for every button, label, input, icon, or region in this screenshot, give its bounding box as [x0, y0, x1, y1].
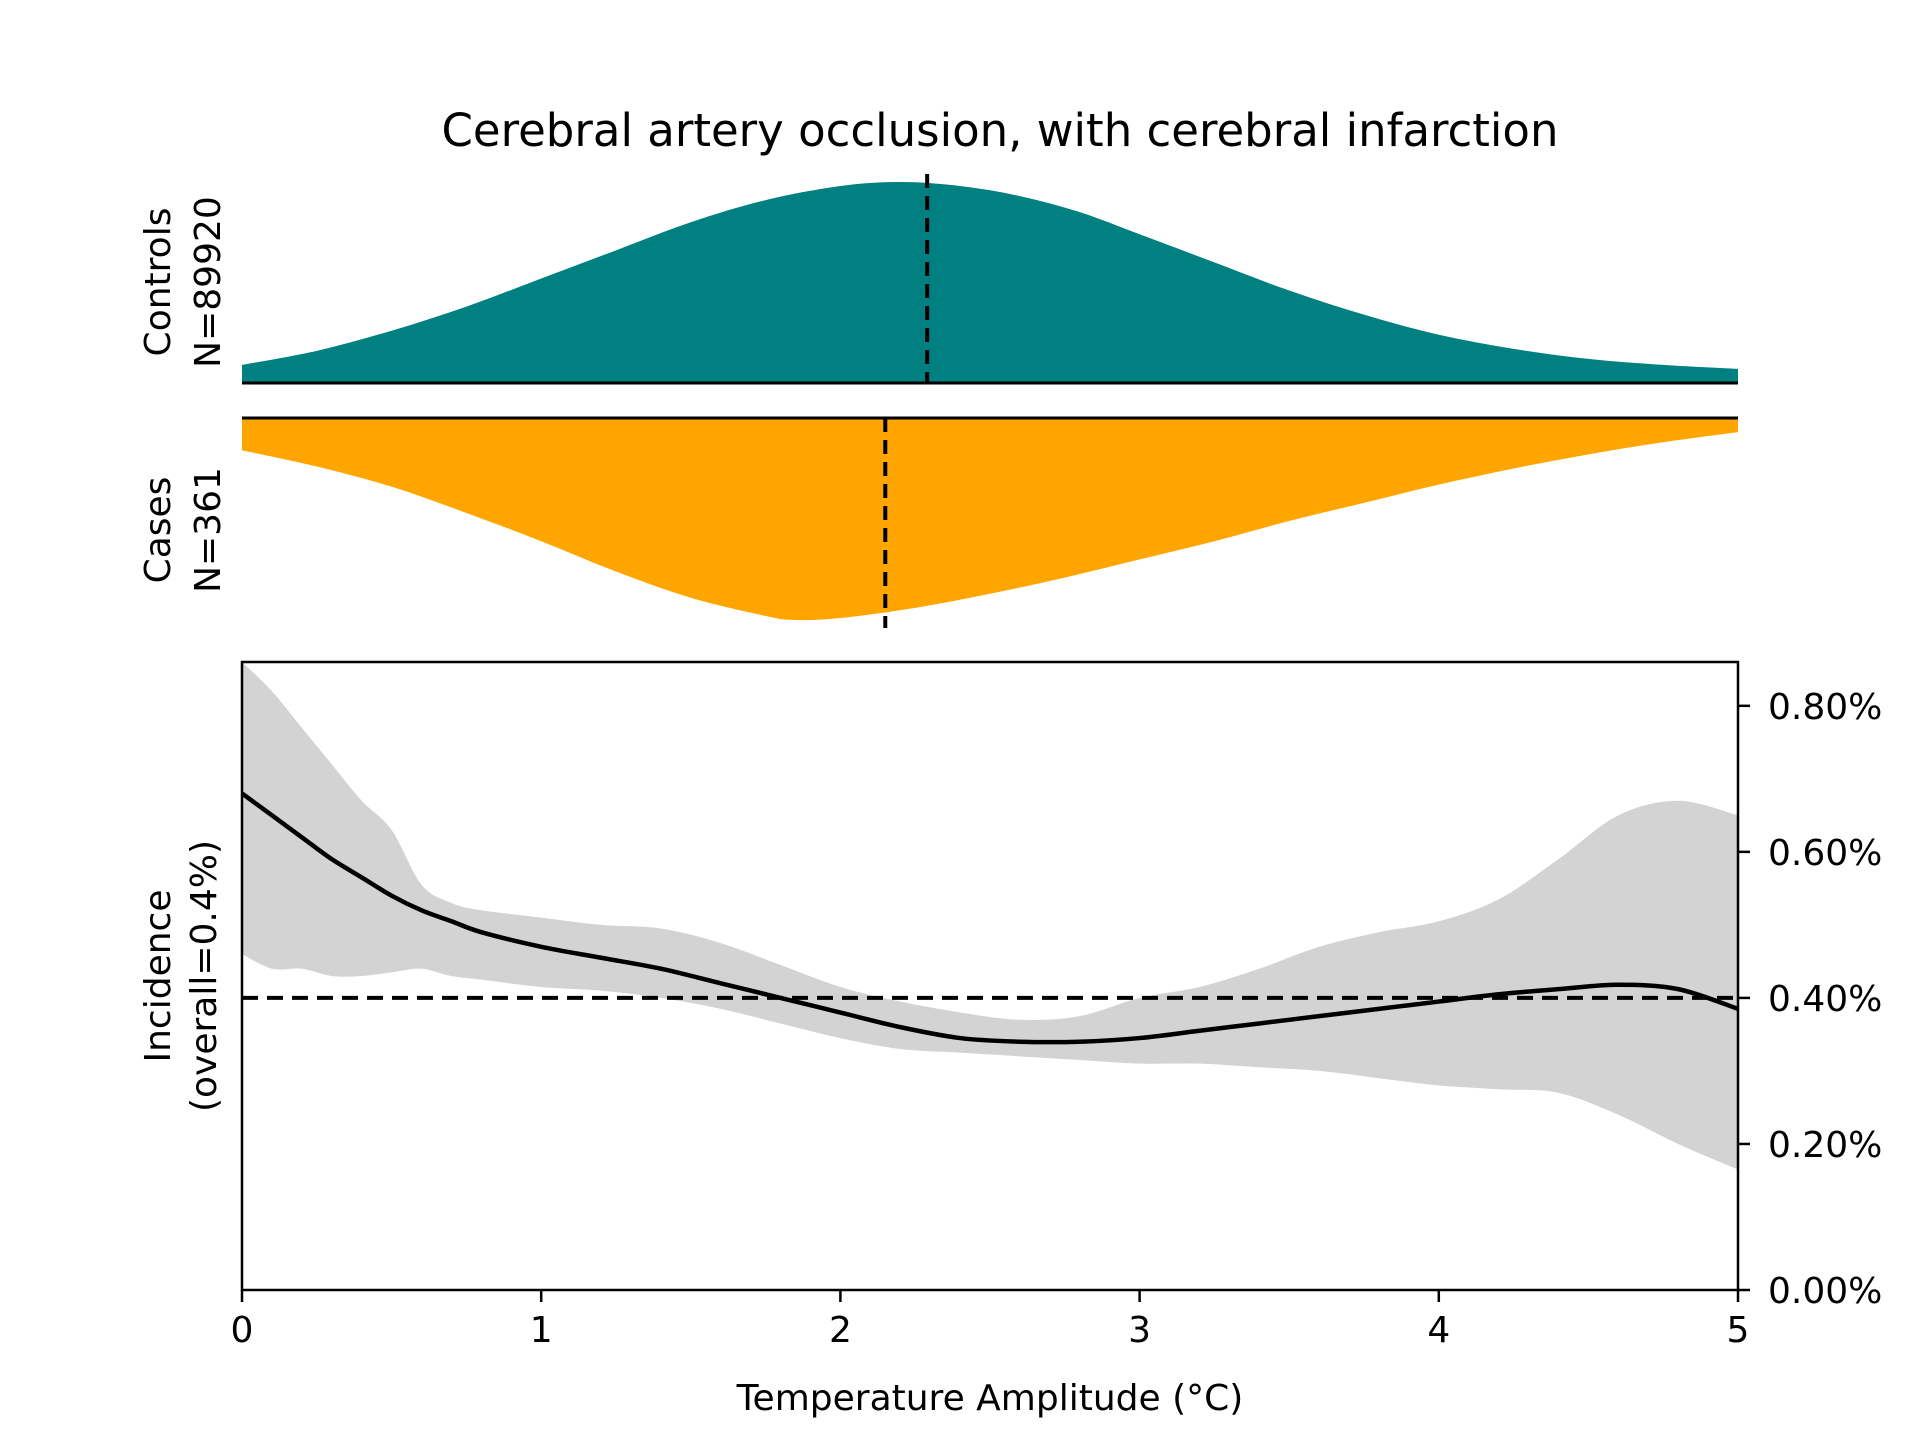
incidence-line	[240, 791, 1739, 1045]
y-axis-ticks: 0.00% 0.20% 0.40% 0.60% 0.80%	[1738, 687, 1882, 1312]
cases-n-label: N=361	[188, 467, 229, 593]
chart-title: Cerebral artery occlusion, with cerebral…	[442, 104, 1559, 157]
x-axis-ticks: 0 1 2 3 4 5	[231, 1290, 1750, 1351]
incidence-axes-frame	[240, 660, 1740, 1292]
x-axis-label: Temperature Amplitude (°C)	[736, 1378, 1244, 1419]
x-tick-label: 0	[231, 1310, 254, 1351]
x-tick-label: 2	[829, 1310, 852, 1351]
x-tick-label: 1	[530, 1310, 553, 1351]
y-tick-label: 0.80%	[1768, 687, 1882, 728]
cases-label: Cases	[138, 477, 179, 584]
cases-density-area	[242, 418, 1738, 621]
cases-density-panel: Cases N=361	[138, 416, 1738, 628]
x-tick-label: 4	[1427, 1310, 1450, 1351]
y-tick-label: 0.60%	[1768, 833, 1882, 874]
controls-label: Controls	[138, 208, 179, 357]
controls-density-area	[242, 182, 1738, 383]
x-tick-label: 5	[1727, 1310, 1750, 1351]
controls-n-label: N=89920	[188, 196, 229, 368]
y-tick-label: 0.20%	[1768, 1125, 1882, 1166]
x-tick-label: 3	[1128, 1310, 1151, 1351]
controls-density-panel: Controls N=89920	[138, 174, 1738, 385]
y-axis-label-line1: Incidence	[138, 890, 179, 1063]
y-tick-label: 0.00%	[1768, 1271, 1882, 1312]
incidence-panel: 0 1 2 3 4 5 0.00% 0.20% 0.40% 0.60% 0.80% Inciden…	[138, 660, 1882, 1419]
confidence-band	[242, 662, 1738, 1170]
y-axis-label-line2: (overall=0.4%)	[184, 840, 225, 1112]
y-tick-label: 0.40%	[1768, 979, 1882, 1020]
